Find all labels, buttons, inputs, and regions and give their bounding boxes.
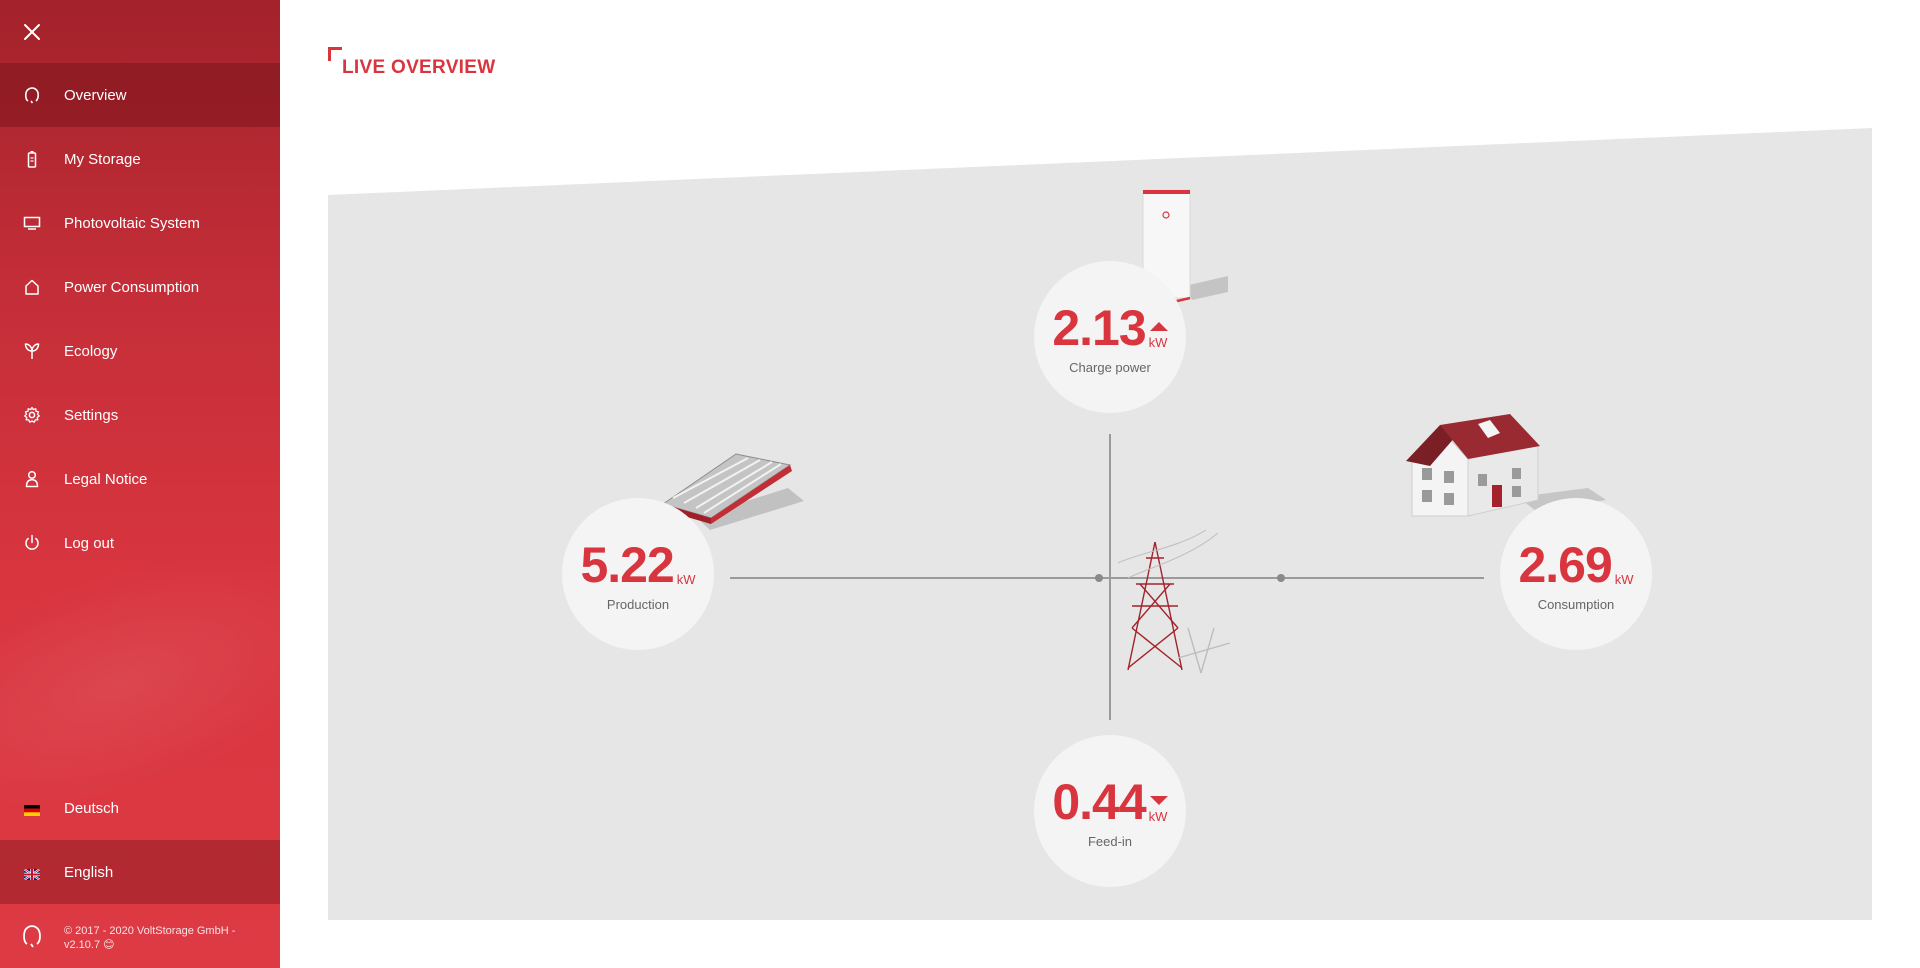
sidebar-item-label: Power Consumption xyxy=(64,278,200,296)
sidebar-item-label: Settings xyxy=(64,406,119,424)
sidebar-item-my-storage[interactable]: My Storage xyxy=(0,127,280,191)
charge-power-unit: kW xyxy=(1148,334,1168,350)
sidebar-item-label: Log out xyxy=(64,534,115,552)
sidebar-item-label: Photovoltaic System xyxy=(64,214,200,232)
flow-node xyxy=(1095,574,1103,582)
sidebar-nav: Overview My Storage Photovoltaic System … xyxy=(0,63,280,575)
flag-de-icon xyxy=(24,803,40,816)
gear-icon xyxy=(22,405,42,425)
production-widget: 5.22 kW Production xyxy=(562,498,714,650)
sidebar-item-ecology[interactable]: Ecology xyxy=(0,319,280,383)
live-overview-panel: 2.13 kW Charge power 5.22 kW Production … xyxy=(328,128,1872,920)
feed-in-unit: kW xyxy=(1148,808,1168,824)
title-corner-decoration xyxy=(328,47,342,61)
arrow-down-icon xyxy=(1149,795,1168,805)
consumption-label: Consumption xyxy=(1537,596,1615,612)
production-label: Production xyxy=(606,596,670,612)
sidebar-item-label: Legal Notice xyxy=(64,470,148,488)
feed-in-value: 0.44 xyxy=(1052,773,1146,830)
sidebar-item-log-out[interactable]: Log out xyxy=(0,511,280,575)
voltstorage-logo-icon xyxy=(22,924,42,948)
energy-flow-diagram xyxy=(328,128,1872,920)
sidebar-item-label: Overview xyxy=(64,86,127,104)
consumption-widget: 2.69 kW Consumption xyxy=(1500,498,1652,650)
copyright-text: © 2017 - 2020 VoltStorage GmbH - v2.10.7… xyxy=(64,925,236,951)
feed-in-label: Feed-in xyxy=(1087,833,1133,849)
language-english[interactable]: English xyxy=(0,840,280,904)
house-icon xyxy=(22,277,42,297)
sidebar-item-legal-notice[interactable]: Legal Notice xyxy=(0,447,280,511)
power-icon xyxy=(22,533,42,553)
sidebar-item-power-consumption[interactable]: Power Consumption xyxy=(0,255,280,319)
sidebar: Overview My Storage Photovoltaic System … xyxy=(0,0,280,968)
flow-node xyxy=(1277,574,1285,582)
page-title: LIVE OVERVIEW xyxy=(342,57,496,78)
consumption-unit: kW xyxy=(1614,571,1634,587)
sidebar-item-photovoltaic-system[interactable]: Photovoltaic System xyxy=(0,191,280,255)
battery-icon xyxy=(22,149,42,169)
power-pylon-icon xyxy=(1117,529,1231,674)
monitor-icon xyxy=(22,213,42,233)
panel-background xyxy=(328,128,1872,920)
charge-power-label: Charge power xyxy=(1069,359,1151,375)
language-label: English xyxy=(64,863,114,881)
sidebar-item-settings[interactable]: Settings xyxy=(0,383,280,447)
sidebar-item-label: Ecology xyxy=(64,342,118,360)
production-unit: kW xyxy=(676,571,696,587)
sidebar-footer: © 2017 - 2020 VoltStorage GmbH - v2.10.7… xyxy=(0,904,280,968)
charge-power-widget: 2.13 kW Charge power xyxy=(1034,261,1186,413)
arrow-up-icon xyxy=(1149,321,1168,331)
solar-panel-icon xyxy=(661,453,804,530)
language-deutsch[interactable]: Deutsch xyxy=(0,776,280,840)
leaf-icon xyxy=(22,341,42,361)
flag-uk-icon xyxy=(23,867,41,881)
sidebar-item-label: My Storage xyxy=(64,150,141,168)
sidebar-item-overview[interactable]: Overview xyxy=(0,63,280,127)
production-value: 5.22 xyxy=(580,536,674,593)
feed-in-widget: 0.44 kW Feed-in xyxy=(1034,735,1186,887)
person-icon xyxy=(22,469,42,489)
charge-power-value: 2.13 xyxy=(1052,299,1146,356)
language-label: Deutsch xyxy=(64,799,120,817)
close-icon[interactable] xyxy=(20,20,44,44)
consumption-value: 2.69 xyxy=(1518,536,1612,593)
overview-logo-icon xyxy=(22,85,42,105)
